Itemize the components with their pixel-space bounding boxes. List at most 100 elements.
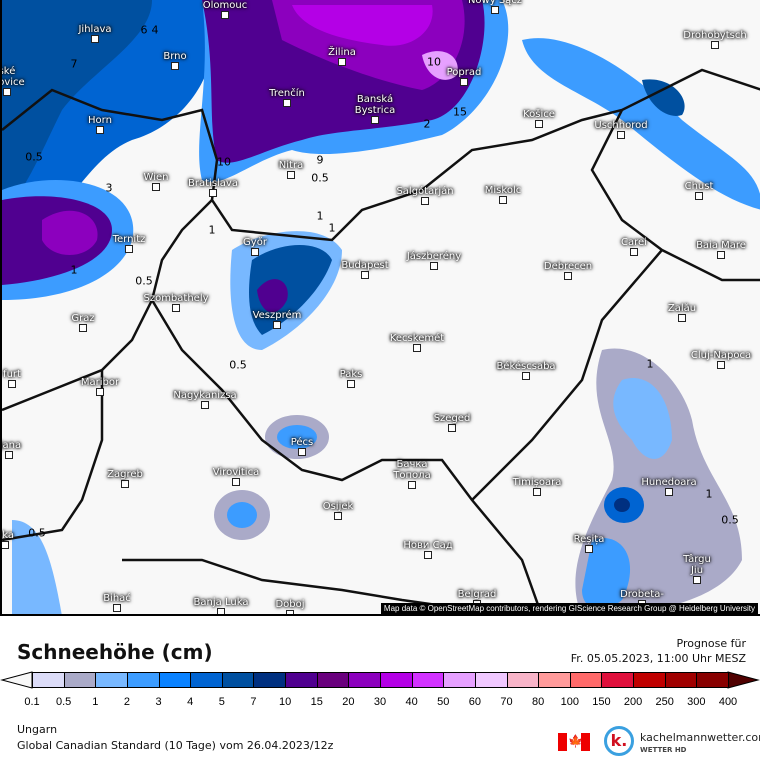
city-label: Szeged xyxy=(433,413,471,424)
city-marker xyxy=(251,248,259,256)
contour-label: 0.5 xyxy=(135,274,153,288)
forecast-info: Prognose für Fr. 05.05.2023, 11:00 Uhr M… xyxy=(571,636,746,666)
contour-label: 1 xyxy=(328,221,336,235)
legend-tick: 40 xyxy=(405,696,418,708)
snow-depth-map[interactable]: Olomouc Nowy Sącz Drohobytsch Jihlava Brno Ži… xyxy=(0,0,760,616)
city-label: Drohobytsch xyxy=(683,30,747,41)
model-run: Global Canadian Standard (10 Tage) vom 2… xyxy=(17,739,334,752)
city-label: Drobeta- xyxy=(620,589,664,600)
city-marker xyxy=(678,314,686,322)
city-marker xyxy=(430,262,438,270)
legend-tick: 7 xyxy=(250,696,257,708)
city-marker xyxy=(585,545,593,553)
legend-tick: 10 xyxy=(278,696,292,708)
city-label: Budapest xyxy=(341,260,389,271)
city-marker xyxy=(217,608,225,614)
color-legend: 0.1 0.5 1 2 3 4 5 7 10 15 20 30 40 50 60 70 80 100 150 200 2… xyxy=(0,670,760,710)
forecast-time: Fr. 05.05.2023, 11:00 Uhr MESZ xyxy=(570,652,746,665)
city-marker xyxy=(711,41,719,49)
contour-label: 0.5 xyxy=(721,513,739,527)
city-marker xyxy=(273,321,281,329)
city-label: Wien xyxy=(143,172,169,183)
city-marker xyxy=(91,35,99,43)
city-marker xyxy=(287,171,295,179)
contour-label: 10 xyxy=(217,155,231,169)
city-label: Kecskemét xyxy=(389,333,445,344)
city-label: Reșița xyxy=(573,534,605,545)
legend-tick: 300 xyxy=(687,696,706,708)
legend-swatch xyxy=(285,672,318,688)
brand-name[interactable]: kachelmannwetter.com xyxy=(640,731,760,744)
city-marker xyxy=(371,116,379,124)
legend-tick: 4 xyxy=(187,696,194,708)
city-label: Brno xyxy=(163,51,187,62)
city-marker xyxy=(113,604,121,612)
city-label: Olomouc xyxy=(202,0,248,11)
city-label: ljana xyxy=(2,440,22,451)
city-label: Paks xyxy=(339,369,363,380)
city-marker xyxy=(522,372,530,380)
city-label: Hunedoara xyxy=(641,477,697,488)
legend-tick: 5 xyxy=(218,696,225,708)
city-marker xyxy=(665,488,673,496)
city-label: Győr xyxy=(243,237,267,248)
city-label: Žilina xyxy=(328,47,356,58)
legend-swatch xyxy=(221,672,255,688)
region-name: Ungarn xyxy=(17,723,58,736)
contour-label: 0.5 xyxy=(25,150,43,164)
city-marker xyxy=(413,344,421,352)
legend-over-arrow xyxy=(727,671,760,689)
country-borders xyxy=(2,68,760,614)
city-label: Jászberény xyxy=(406,251,462,262)
contour-label: 2 xyxy=(423,117,431,131)
city-marker xyxy=(3,88,11,96)
legend-swatch xyxy=(95,672,128,688)
city-label: Banja Luka xyxy=(193,597,249,608)
city-label: Miskolc xyxy=(484,185,522,196)
city-marker xyxy=(630,248,638,256)
city-marker xyxy=(421,197,429,205)
city-label: Cluj-Napoca xyxy=(690,350,752,361)
city-label: Bihać xyxy=(103,593,131,604)
city-marker xyxy=(232,478,240,486)
legend-swatch xyxy=(696,672,729,688)
city-marker xyxy=(171,62,179,70)
city-marker xyxy=(499,196,507,204)
city-marker xyxy=(283,99,291,107)
city-marker xyxy=(448,424,456,432)
city-label: Banská Bystrica xyxy=(354,94,396,116)
city-marker xyxy=(535,120,543,128)
contour-label: 1 xyxy=(705,487,713,501)
brand-subtitle: WETTER HD xyxy=(640,746,687,754)
city-marker xyxy=(717,251,725,259)
city-marker xyxy=(338,58,346,66)
city-label: Osijek xyxy=(322,501,354,512)
city-label: Jihlava xyxy=(78,24,112,35)
city-marker xyxy=(121,480,129,488)
legend-swatch xyxy=(158,672,192,688)
city-label: Zalău xyxy=(667,303,697,314)
contour-label: 0.5 xyxy=(311,171,329,185)
city-label: Baia Mare xyxy=(696,240,746,251)
city-marker xyxy=(79,324,87,332)
legend-swatch xyxy=(316,672,350,688)
contour-label: 7 xyxy=(70,57,78,71)
legend-swatch xyxy=(538,672,571,688)
legend-tick: 30 xyxy=(373,696,387,708)
contour-label: 1 xyxy=(316,209,324,223)
city-marker xyxy=(460,78,468,86)
city-label: Ternitz xyxy=(112,234,146,245)
city-label: Graz xyxy=(71,313,95,324)
map-attribution[interactable]: Map data © OpenStreetMap contributors, r… xyxy=(380,603,758,614)
city-marker xyxy=(347,380,355,388)
city-label: Nitra xyxy=(278,160,304,171)
city-marker xyxy=(201,401,209,409)
map-title: Schneehöhe (cm) xyxy=(17,640,213,664)
legend-tick: 80 xyxy=(532,696,545,708)
legend-tick: 3 xyxy=(155,696,162,708)
legend-swatch xyxy=(126,672,160,688)
kachelmann-logo-icon[interactable]: k. xyxy=(604,726,634,756)
city-label: Târgu Jiu xyxy=(683,554,711,576)
legend-tick: 50 xyxy=(437,696,450,708)
city-label: Nowy Sącz xyxy=(467,0,523,6)
